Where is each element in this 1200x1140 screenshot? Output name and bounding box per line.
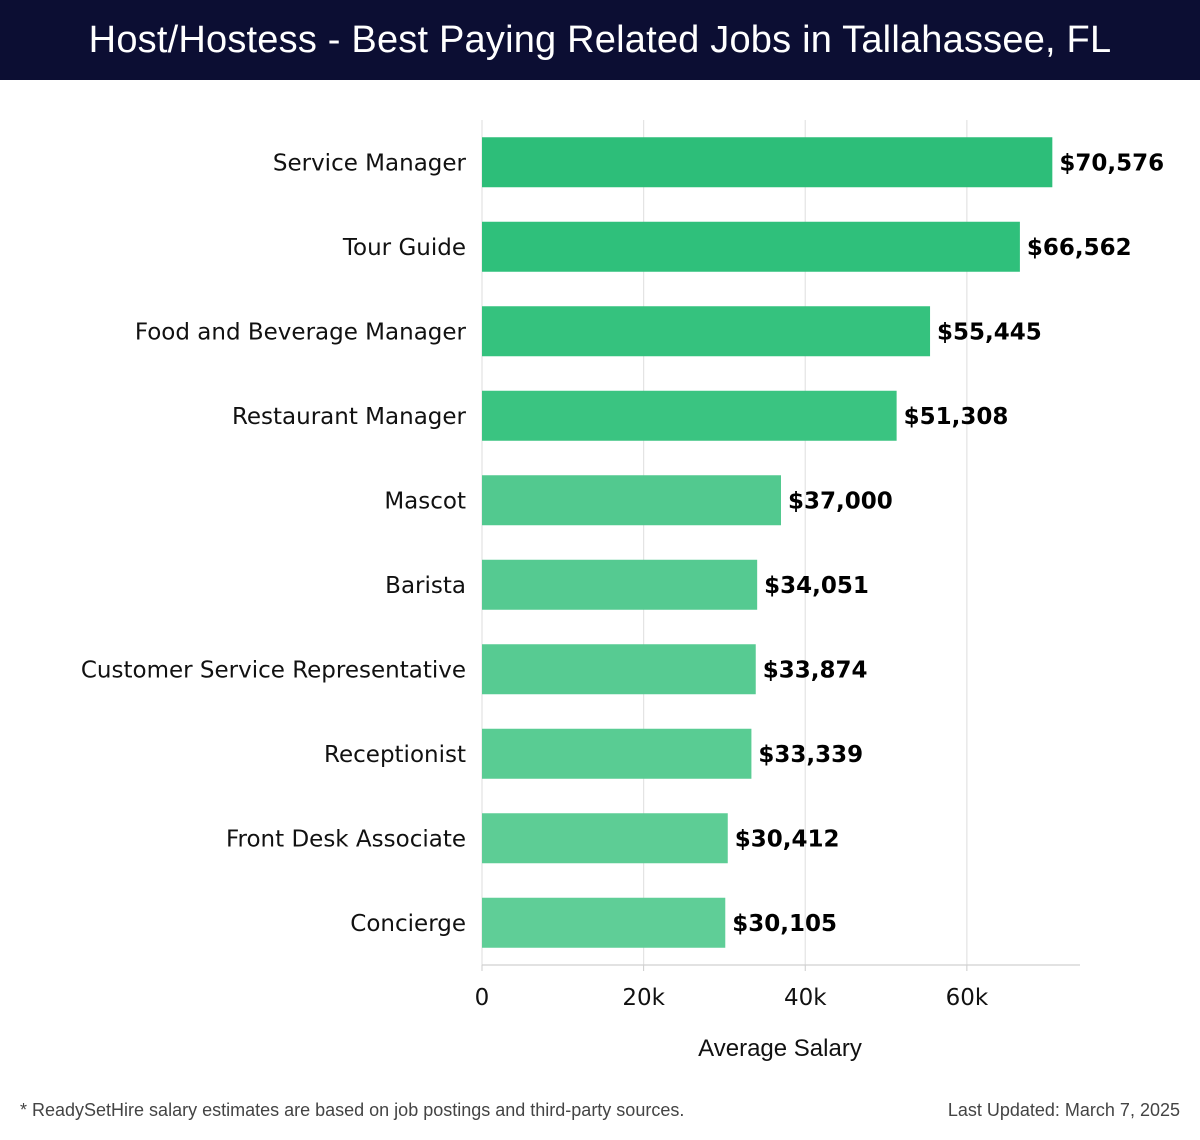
x-tick-label: 0	[475, 985, 490, 1011]
bar	[482, 475, 781, 526]
bar	[482, 644, 756, 695]
category-label: Concierge	[350, 911, 466, 937]
x-tick-label: 60k	[946, 985, 989, 1011]
x-tick-label: 40k	[784, 985, 827, 1011]
value-label: $33,339	[758, 742, 863, 768]
bar	[482, 221, 1020, 272]
category-label: Barista	[385, 573, 466, 599]
category-label: Food and Beverage Manager	[135, 319, 467, 345]
x-axis: 0 20k 40k 60k	[475, 964, 1080, 1011]
category-label: Tour Guide	[342, 235, 466, 261]
bar	[482, 897, 726, 948]
x-tick-label: 20k	[622, 985, 665, 1011]
value-label: $66,562	[1027, 235, 1132, 261]
category-label: Restaurant Manager	[232, 404, 467, 430]
value-label: $70,576	[1059, 150, 1164, 176]
bar-chart: Service Manager Tour Guide Food and Bevera…	[81, 120, 1164, 1062]
bar	[482, 137, 1053, 188]
bar	[482, 728, 752, 779]
value-labels: $70,576 $66,562 $55,445 $51,308 $37,000 $34,0…	[732, 150, 1164, 937]
chart-title: Host/Hostess - Best Paying Related Jobs …	[0, 0, 1200, 80]
category-label: Mascot	[384, 488, 466, 514]
bar	[482, 559, 758, 610]
value-label: $30,105	[732, 911, 837, 937]
value-label: $34,051	[764, 573, 869, 599]
value-label: $51,308	[904, 404, 1009, 430]
category-labels: Service Manager Tour Guide Food and Bevera…	[81, 150, 467, 937]
bars	[482, 137, 1053, 948]
category-label: Front Desk Associate	[226, 826, 466, 852]
bar	[482, 813, 728, 864]
bar	[482, 390, 897, 441]
footer-note: * ReadySetHire salary estimates are base…	[20, 1100, 685, 1120]
bar	[482, 306, 931, 357]
value-label: $55,445	[937, 319, 1042, 345]
category-label: Receptionist	[324, 742, 466, 768]
category-label: Customer Service Representative	[81, 657, 466, 683]
value-label: $37,000	[788, 488, 893, 514]
last-updated: Last Updated: March 7, 2025	[947, 1100, 1180, 1120]
value-label: $33,874	[763, 657, 868, 683]
x-axis-title: Average Salary	[698, 1035, 862, 1062]
value-label: $30,412	[735, 826, 840, 852]
category-label: Service Manager	[273, 150, 467, 176]
